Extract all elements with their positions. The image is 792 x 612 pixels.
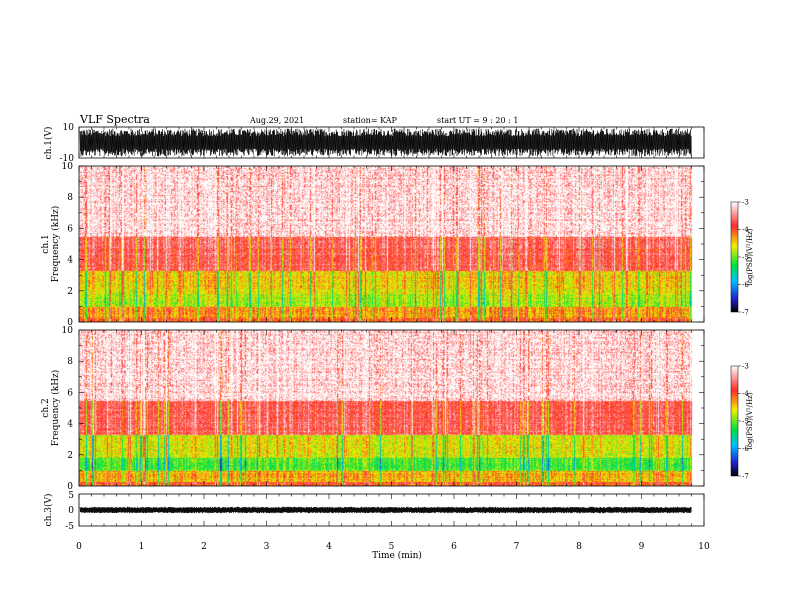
y-tick-label: 6 [67, 388, 73, 398]
ch2-spectrogram-ylabel-frequency: Frequency (kHz) [50, 370, 61, 447]
y-tick-label: 4 [67, 420, 73, 430]
ch3-ytick-mid: 0 [68, 506, 74, 516]
colorbar-tick-label: -3 [742, 199, 749, 207]
y-tick-label: 8 [67, 357, 73, 367]
ch1-colorbar: -3 -4 -5 -6 -7 log(PSD)(V²/Hz) [730, 199, 754, 317]
ch2-spectrogram-panel: 0 2 4 6 8 10 ch.2 Frequency (kHz) [41, 326, 705, 492]
y-tick-label: 10 [62, 162, 74, 172]
x-tick-label: 9 [639, 542, 645, 552]
ch3-waveform-panel: 5 0 -5 ch.3(V) [43, 491, 705, 532]
ch2-colorbar-label: log(PSD)(V²/Hz) [746, 392, 754, 449]
colorbar-tick-label: -4 [742, 390, 749, 398]
start-ut-label: start UT = 9 : 20 : 1 [437, 116, 518, 125]
ch1-spectrogram-image [79, 166, 704, 322]
ch3-waveform-ylabel: ch.3(V) [43, 494, 54, 527]
y-tick-label: 0 [67, 482, 73, 492]
colorbar-tick-label: -7 [742, 473, 749, 481]
x-axis-tick-labels: 0 1 2 3 4 5 6 7 8 9 10 [76, 542, 710, 552]
ch1-colorbar-label: log(PSD)(V²/Hz) [746, 228, 754, 285]
waveform-line [79, 506, 692, 514]
y-tick-label: 0 [67, 318, 73, 328]
colorbar-tick-label: -6 [742, 445, 749, 453]
x-tick-label: 0 [76, 542, 82, 552]
x-tick-label: 6 [451, 542, 457, 552]
date-label: Aug.29, 2021 [249, 116, 304, 125]
figure-title: VLF Spectra [79, 113, 150, 126]
ch2-spectrogram-ylabel-channel: ch.2 [41, 398, 51, 417]
colorbar-tick-label: -4 [742, 226, 749, 234]
ch1-spectrogram-ylabel-frequency: Frequency (kHz) [50, 206, 61, 283]
waveform-line [79, 128, 692, 157]
y-tick-label: 6 [67, 224, 73, 234]
x-tick-label: 2 [201, 542, 207, 552]
y-tick-label: 2 [67, 287, 73, 297]
ch1-waveform-ylabel: ch.1(V) [43, 127, 54, 160]
ch3-ytick-top: 5 [68, 491, 74, 501]
x-tick-label: 10 [698, 542, 710, 552]
x-tick-label: 1 [139, 542, 145, 552]
y-tick-label: 4 [67, 256, 73, 266]
colorbar-tick-label: -5 [742, 418, 749, 426]
ch1-waveform-panel: 10 -10 ch.1(V) [43, 123, 705, 164]
x-tick-label: 5 [389, 542, 395, 552]
station-label: station= KAP [343, 116, 398, 125]
y-tick-label: 10 [62, 326, 74, 336]
ch3-waveform-trace [79, 506, 692, 514]
ch2-colorbar: -3 -4 -5 -6 -7 log(PSD)(V²/Hz) [730, 363, 754, 481]
ch2-spectrogram-image [79, 330, 704, 486]
ch1-spectrogram-ylabel-channel: ch.1 [41, 234, 51, 253]
x-tick-label: 7 [514, 542, 520, 552]
ch1-waveform-trace [79, 128, 692, 157]
x-tick-label: 8 [576, 542, 582, 552]
colorbar-tick-label: -3 [742, 363, 749, 371]
x-tick-label: 3 [264, 542, 270, 552]
x-axis-label: Time (min) [372, 550, 422, 561]
x-tick-label: 4 [326, 542, 332, 552]
y-tick-label: 2 [67, 451, 73, 461]
ch1-spectrogram-panel: 0 2 4 6 8 10 ch.1 Frequency (kHz) [41, 162, 705, 328]
ch3-ytick-bottom: -5 [65, 522, 74, 532]
colorbar-tick-label: -5 [742, 254, 749, 262]
ch1-ytick-bottom: -10 [60, 154, 75, 164]
ch1-ytick-top: 10 [63, 123, 75, 133]
colorbar-tick-label: -7 [742, 309, 749, 317]
y-tick-label: 8 [67, 193, 73, 203]
colorbar-tick-label: -6 [742, 281, 749, 289]
